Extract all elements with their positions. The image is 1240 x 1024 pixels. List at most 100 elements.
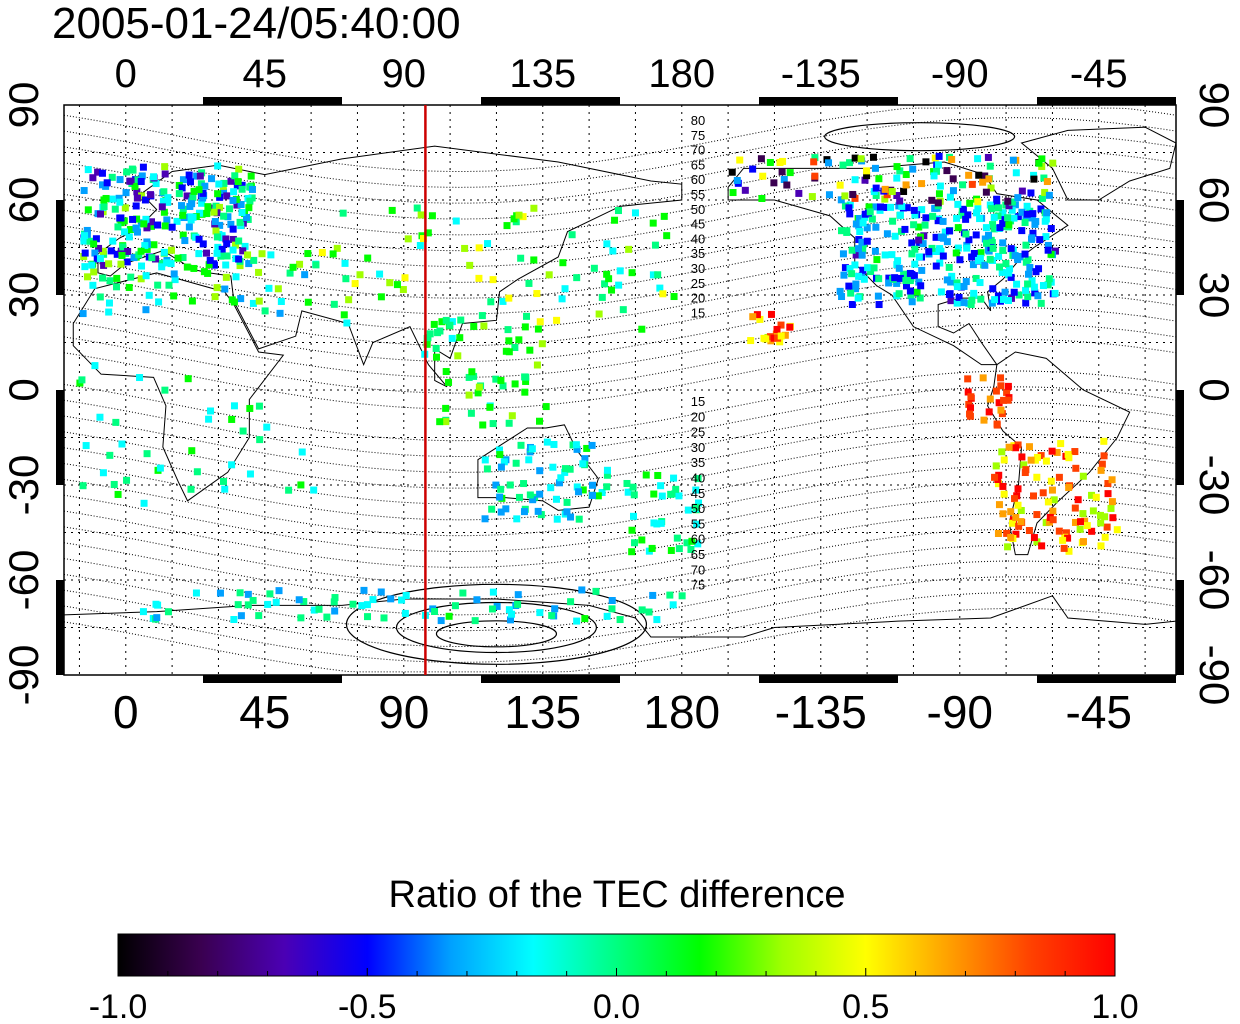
- tec-pixel: [248, 185, 256, 193]
- tec-pixel: [1014, 256, 1022, 264]
- tec-pixel: [210, 208, 218, 216]
- tec-pixel: [1047, 477, 1055, 485]
- tec-pixel: [1040, 174, 1048, 182]
- tec-pixel: [986, 162, 994, 170]
- tec-pixel: [589, 481, 597, 489]
- tec-pixel: [891, 232, 899, 240]
- tec-pixel: [811, 172, 819, 180]
- tec-pixel: [297, 614, 305, 622]
- tec-pixel: [220, 477, 228, 485]
- contour-line: [63, 148, 1177, 220]
- tec-pixel: [883, 191, 891, 199]
- tec-pixel: [561, 468, 569, 476]
- tec-pixel: [985, 175, 993, 183]
- tec-pixel: [990, 213, 998, 221]
- tec-pixel: [985, 408, 993, 416]
- contour-label-north: 70: [691, 143, 705, 158]
- tec-pixel: [902, 282, 910, 290]
- tec-pixel: [228, 461, 236, 469]
- tec-pixel: [232, 273, 240, 281]
- tec-pixel: [161, 386, 169, 394]
- tec-pixel: [1022, 299, 1030, 307]
- tec-pixel: [566, 465, 574, 473]
- frame-bar-bottom: [759, 675, 898, 683]
- tec-pixel: [331, 607, 339, 615]
- tec-pixel: [1109, 514, 1117, 522]
- south-pole-contour: [345, 583, 648, 665]
- tec-pixel: [256, 436, 264, 444]
- tec-pixel: [989, 221, 997, 229]
- tec-pixel: [649, 219, 657, 227]
- tec-pixel: [603, 483, 611, 491]
- tec-pixel: [766, 158, 774, 166]
- tec-pixel: [295, 596, 303, 604]
- tec-pixel: [896, 274, 904, 282]
- tec-pixel: [96, 413, 104, 421]
- tec-pixel: [465, 391, 473, 399]
- tec-pixel: [1088, 527, 1096, 535]
- tec-pixel: [845, 282, 853, 290]
- tec-pixel: [595, 310, 603, 318]
- tec-pixel: [692, 503, 700, 511]
- tec-pixel: [614, 207, 622, 215]
- tec-pixel: [79, 482, 87, 490]
- tec-pixel: [200, 268, 208, 276]
- tec-pixel: [244, 601, 252, 609]
- north-pole-contour: [824, 122, 1016, 152]
- tec-pixel: [148, 254, 156, 262]
- tec-pixel: [1027, 456, 1035, 464]
- tec-pixel: [838, 227, 846, 235]
- tec-pixel: [1010, 214, 1018, 222]
- tec-pixel: [1097, 519, 1105, 527]
- tec-pixel: [1071, 448, 1079, 456]
- contour-label-south: 25: [691, 425, 705, 440]
- tec-pixel: [970, 249, 978, 257]
- tec-pixel: [487, 298, 495, 306]
- latitude-ticks-right: 90 60 30 0 -30 -60 -90: [1191, 82, 1238, 706]
- tec-pixel: [223, 192, 231, 200]
- longitude-ticks-bottom: 0 45 90 135 180 -135 -90 -45: [113, 686, 1132, 738]
- tec-pixel: [837, 196, 845, 204]
- tec-pixel: [1028, 277, 1036, 285]
- tec-pixel: [213, 233, 221, 241]
- tec-pixel: [972, 231, 980, 239]
- tec-pixel: [953, 299, 961, 307]
- tec-pixel: [947, 297, 955, 305]
- tec-pixel: [84, 206, 92, 214]
- tec-pixel: [125, 233, 133, 241]
- tec-pixel: [999, 246, 1007, 254]
- tec-pixel: [1005, 202, 1013, 210]
- frame-bar-top: [1037, 97, 1176, 105]
- tec-pixel: [193, 468, 201, 476]
- colorbar-tick-label: 1.0: [1091, 988, 1138, 1024]
- tec-pixel: [480, 322, 488, 330]
- tec-pixel: [851, 176, 859, 184]
- tec-pixel: [243, 214, 251, 222]
- tec-pixel: [221, 285, 229, 293]
- contour-line: [63, 196, 1177, 268]
- tec-pixel: [526, 346, 534, 354]
- tec-pixel: [536, 609, 544, 617]
- tec-pixel: [505, 294, 513, 302]
- tec-pixel: [139, 608, 147, 616]
- tec-pixel: [496, 451, 504, 459]
- tec-pixel: [137, 178, 145, 186]
- tec-pixel: [1044, 281, 1052, 289]
- tec-pixel: [297, 481, 305, 489]
- tec-pixel: [638, 325, 646, 333]
- tec-pixel: [979, 374, 987, 382]
- tec-pixel: [496, 446, 504, 454]
- tec-pixel: [911, 260, 919, 268]
- tec-pixel: [997, 406, 1005, 414]
- tec-pixel: [694, 475, 702, 483]
- tec-pixel: [583, 444, 591, 452]
- tec-pixel: [1015, 291, 1023, 299]
- tec-pixel: [1003, 529, 1011, 537]
- tec-pixel: [766, 333, 774, 341]
- tec-pixel: [113, 283, 121, 291]
- contour-line: [63, 576, 1177, 648]
- tec-pixel: [513, 515, 521, 523]
- tec-pixel: [190, 187, 198, 195]
- frame-bar-right: [1176, 390, 1184, 485]
- tec-pixel: [557, 474, 565, 482]
